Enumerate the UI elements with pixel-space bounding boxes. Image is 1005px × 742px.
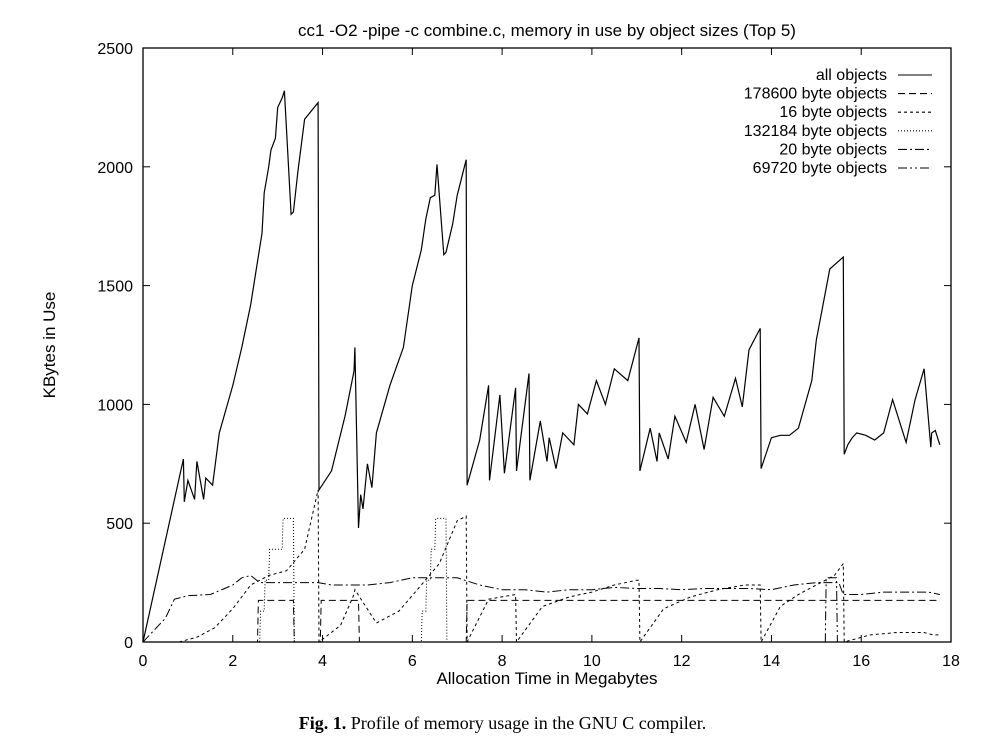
y-tick-label: 1000 bbox=[97, 397, 133, 414]
x-axis-label: Allocation Time in Megabytes bbox=[436, 669, 657, 688]
series-line-3 bbox=[143, 517, 938, 643]
series-line-2 bbox=[143, 489, 940, 644]
x-tick-label: 0 bbox=[139, 653, 148, 670]
plot-frame bbox=[142, 47, 952, 643]
series-line-5 bbox=[143, 577, 940, 643]
x-tick-label: 2 bbox=[228, 653, 237, 670]
x-tick-label: 8 bbox=[498, 653, 507, 670]
x-tick-label: 6 bbox=[408, 653, 417, 670]
x-tick-label: 14 bbox=[763, 653, 781, 670]
legend-label: 178600 byte objects bbox=[744, 86, 887, 103]
axis-ticks: 0 2 4 6 8 10 12 14 16 18 0 500 1000 1500 2000 2500 bbox=[97, 41, 960, 670]
line-chart: cc1 -O2 -pipe -c combine.c, memory in us… bbox=[40, 21, 960, 688]
legend-label: all objects bbox=[816, 67, 887, 84]
y-tick-label: 500 bbox=[106, 516, 133, 533]
y-axis-label: KBytes in Use bbox=[40, 292, 59, 399]
y-tick-label: 2000 bbox=[97, 160, 133, 177]
chart-title: cc1 -O2 -pipe -c combine.c, memory in us… bbox=[298, 21, 796, 40]
y-tick-label: 2500 bbox=[97, 41, 133, 58]
figure-caption: Fig. 1. Profile of memory usage in the G… bbox=[0, 713, 1005, 734]
y-tick-label: 0 bbox=[124, 635, 133, 652]
caption-text: Profile of memory usage in the GNU C com… bbox=[350, 713, 707, 733]
x-tick-label: 18 bbox=[942, 653, 960, 670]
x-tick-label: 16 bbox=[852, 653, 870, 670]
legend-label: 16 byte objects bbox=[779, 104, 887, 121]
legend-label: 69720 byte objects bbox=[753, 160, 887, 177]
x-tick-label: 12 bbox=[673, 653, 691, 670]
legend-label: 20 byte objects bbox=[779, 141, 887, 158]
series-line-4 bbox=[142, 574, 940, 643]
caption-label: Fig. 1. bbox=[298, 713, 347, 733]
x-tick-label: 4 bbox=[318, 653, 327, 670]
series-line-0 bbox=[142, 90, 941, 643]
x-tick-label: 10 bbox=[583, 653, 601, 670]
y-tick-label: 1500 bbox=[97, 279, 133, 296]
series-line-1 bbox=[143, 599, 938, 643]
legend-label: 132184 byte objects bbox=[744, 123, 887, 140]
